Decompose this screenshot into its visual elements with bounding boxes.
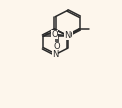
Text: O: O xyxy=(51,30,58,39)
Text: O: O xyxy=(66,31,72,40)
Text: N: N xyxy=(52,50,58,59)
Text: O: O xyxy=(54,42,60,51)
Text: N: N xyxy=(64,31,71,40)
